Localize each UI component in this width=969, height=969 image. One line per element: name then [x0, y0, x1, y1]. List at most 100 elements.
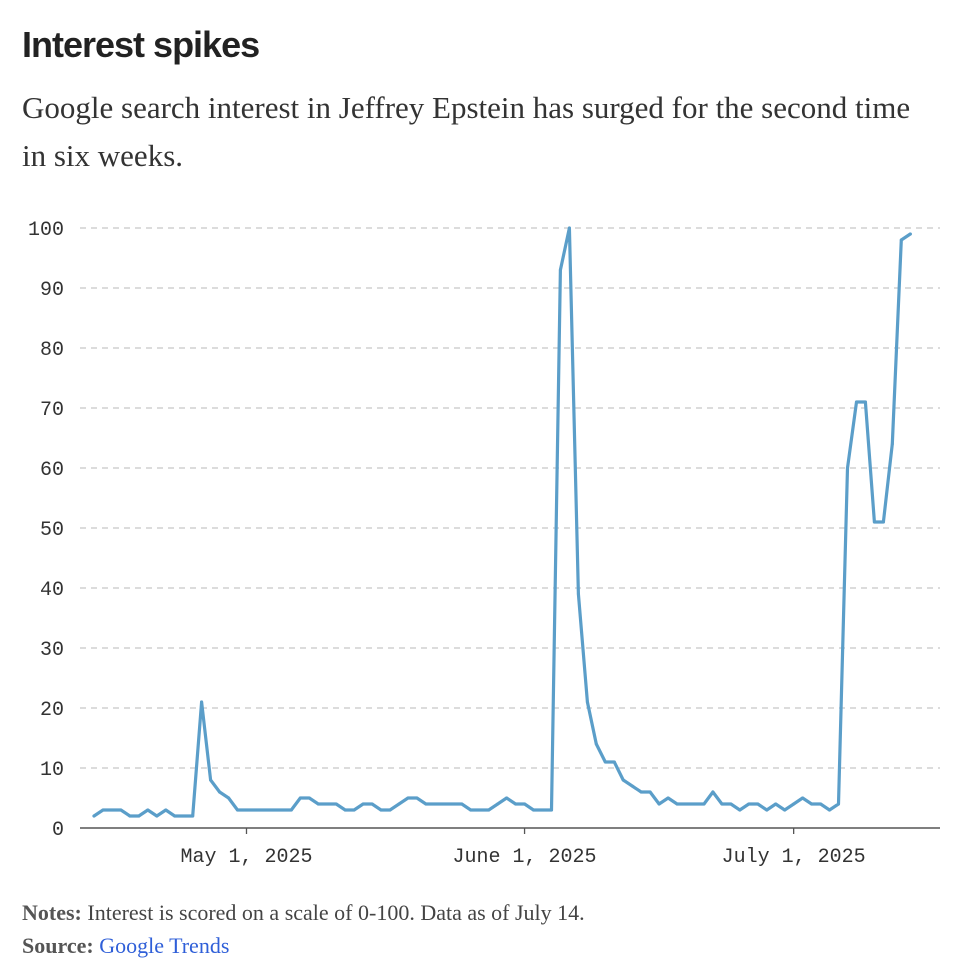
- y-tick-label-10: 10: [40, 759, 64, 782]
- data-point-13: [209, 778, 213, 782]
- y-tick-label-50: 50: [40, 519, 64, 542]
- source-link[interactable]: Google Trends: [99, 933, 230, 958]
- data-point-62: [648, 790, 652, 794]
- data-point-17: [245, 808, 248, 812]
- data-point-61: [639, 790, 643, 794]
- data-point-32: [379, 808, 383, 812]
- data-point-9: [173, 814, 177, 818]
- data-point-85: [855, 400, 858, 404]
- series-line-0: [92, 226, 912, 818]
- y-tick-label-80: 80: [40, 339, 64, 362]
- data-point-90: [899, 238, 903, 242]
- x-tick-label-0: May 1, 2025: [180, 846, 312, 869]
- data-point-50: [541, 808, 544, 812]
- y-tick-label-70: 70: [40, 399, 64, 422]
- data-point-72: [738, 808, 742, 812]
- data-point-27: [334, 802, 338, 806]
- data-point-45: [496, 802, 500, 806]
- data-point-33: [388, 808, 392, 812]
- data-point-77: [783, 808, 787, 812]
- data-point-36: [415, 796, 419, 800]
- data-point-91: [908, 232, 912, 236]
- notes-text: Interest is scored on a scale of 0-100. …: [87, 900, 585, 925]
- data-point-42: [469, 808, 473, 812]
- gridlines: [80, 227, 940, 769]
- data-point-73: [747, 802, 751, 806]
- data-point-52: [558, 268, 562, 272]
- x-axis-ticks: May 1, 2025 June 1, 2025 July 1, 2025: [180, 828, 866, 869]
- notes: Notes: Interest is scored on a scale of …: [22, 900, 585, 926]
- data-point-25: [316, 802, 320, 806]
- y-tick-label-100: 100: [28, 219, 64, 242]
- data-point-87: [872, 520, 876, 524]
- data-point-63: [657, 802, 661, 806]
- data-point-1: [101, 808, 105, 812]
- data-point-75: [765, 808, 769, 812]
- data-point-66: [684, 802, 688, 806]
- data-point-80: [810, 802, 814, 806]
- data-point-48: [523, 802, 527, 806]
- data-point-69: [711, 790, 715, 794]
- chart-title: Interest spikes: [22, 24, 260, 65]
- data-point-30: [361, 802, 365, 806]
- data-point-23: [298, 796, 302, 800]
- notes-label: Notes:: [22, 900, 82, 925]
- data-point-11: [191, 814, 195, 818]
- data-point-59: [621, 778, 625, 782]
- data-point-0: [92, 814, 96, 818]
- data-point-67: [693, 802, 697, 806]
- data-point-74: [756, 802, 760, 806]
- data-point-88: [881, 520, 885, 524]
- line-chart: 0 10 20 30 40 50 60 70 80 90 100 May 1, 2025 June 1…: [28, 219, 940, 869]
- data-point-46: [505, 796, 509, 800]
- data-point-28: [343, 808, 347, 812]
- data-point-70: [720, 802, 724, 806]
- x-tick-label-2: July 1, 2025: [722, 846, 866, 869]
- data-point-35: [406, 796, 410, 800]
- data-point-2: [110, 808, 114, 812]
- data-point-8: [164, 808, 168, 812]
- data-point-34: [397, 802, 401, 806]
- data-point-16: [236, 808, 239, 812]
- data-point-53: [567, 226, 571, 230]
- data-point-81: [819, 802, 823, 806]
- data-point-71: [729, 802, 733, 806]
- data-point-40: [451, 802, 455, 806]
- data-point-89: [890, 442, 894, 446]
- data-point-57: [603, 760, 607, 764]
- data-point-37: [424, 802, 428, 806]
- y-tick-label-0: 0: [52, 819, 64, 842]
- y-tick-label-60: 60: [40, 459, 64, 482]
- series-layer: [92, 226, 912, 818]
- data-point-14: [218, 790, 222, 794]
- data-point-31: [370, 802, 374, 806]
- data-point-41: [460, 802, 464, 806]
- data-point-58: [612, 760, 616, 764]
- data-point-65: [675, 802, 679, 806]
- data-point-19: [262, 808, 266, 812]
- data-point-84: [846, 466, 849, 470]
- data-point-22: [289, 808, 293, 812]
- data-point-68: [702, 802, 706, 806]
- x-tick-label-1: June 1, 2025: [453, 846, 597, 869]
- data-point-4: [128, 814, 132, 818]
- data-point-12: [200, 700, 204, 704]
- data-point-86: [863, 400, 867, 404]
- data-point-56: [594, 742, 598, 746]
- y-tick-label-40: 40: [40, 579, 64, 602]
- data-point-24: [307, 796, 311, 800]
- chart-subtitle: Google search interest in Jeffrey Epstei…: [22, 90, 911, 173]
- source-label: Source:: [22, 933, 94, 958]
- data-point-76: [774, 802, 778, 806]
- data-point-60: [630, 784, 634, 788]
- data-point-55: [585, 700, 589, 704]
- data-point-39: [442, 802, 446, 806]
- data-point-29: [352, 808, 356, 812]
- data-point-51: [550, 808, 553, 812]
- data-point-49: [532, 808, 535, 812]
- data-point-15: [227, 796, 231, 800]
- data-point-7: [155, 814, 159, 818]
- y-tick-label-30: 30: [40, 639, 64, 662]
- data-point-44: [487, 808, 491, 812]
- y-tick-label-20: 20: [40, 699, 64, 722]
